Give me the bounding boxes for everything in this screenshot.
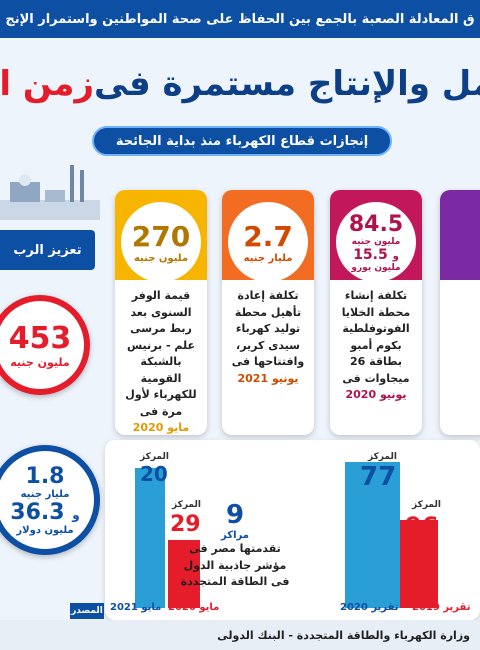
top-banner: ق المعادلة الصعبة بالجمع بين الحفاظ على … bbox=[0, 0, 480, 38]
stat-unit-2: مليون دولار bbox=[16, 525, 74, 536]
source-tag: المصدر bbox=[70, 603, 104, 619]
card-unit: مليار جنيه bbox=[243, 253, 293, 264]
stat-value: 453 bbox=[8, 321, 72, 356]
card-text: تكلفة إعادة تأهيل محطة توليد كهرباء سيدى… bbox=[231, 289, 305, 368]
card-yellow: 270 مليون جنيه قيمة الوفر السنوى بعد ربط… bbox=[115, 190, 207, 435]
stat-joiner: و bbox=[72, 508, 80, 522]
power-plant-illustration bbox=[0, 165, 100, 220]
rank-label: المركز bbox=[412, 500, 441, 510]
card-date: مايو 2020 bbox=[132, 421, 190, 434]
year-label: مايو 2021 bbox=[110, 602, 162, 613]
stat-value-2: و 36.3 bbox=[10, 500, 79, 525]
card-text: تكلفة إنشاء محطة الخلايا الفوتوفلطية بكو… bbox=[341, 289, 411, 385]
year-label: مايو 2020 bbox=[168, 602, 220, 613]
rank-label: المركز bbox=[368, 452, 397, 462]
rank-value-2020: 29 bbox=[170, 512, 201, 537]
stat-value-2-number: 36.3 bbox=[10, 500, 65, 525]
card-date: يونيو 2020 bbox=[345, 388, 407, 401]
source-line: وزارة الكهرباء والطاقة المتجددة - البنك … bbox=[0, 620, 480, 650]
stat-circle-453: 453 مليون جنيه bbox=[0, 295, 90, 395]
mid-label: مراكز bbox=[221, 530, 249, 541]
card-text: قيمة الوفر السنوى بعد ربط مرسى علم - برن… bbox=[125, 289, 197, 418]
stat-circle-1-8: 1.8 مليار جنيه و 36.3 مليون دولار bbox=[0, 445, 100, 555]
rank-label: المركز bbox=[172, 500, 201, 510]
middle-rank-stat: 9 مراكز تقدمتها مصر فى مؤشر جاذبية الدول… bbox=[175, 500, 295, 591]
rank-value-2019-right: 96 bbox=[405, 512, 439, 540]
rank-label: المركز bbox=[140, 452, 169, 462]
bar-2019-right bbox=[400, 520, 438, 608]
card-value-2-number: 15.5 bbox=[353, 246, 388, 263]
bar-2020 bbox=[168, 540, 200, 608]
headline: عمل والإنتاج مستمرة فى زمن ال bbox=[0, 52, 480, 116]
card-date: يونيو 2021 bbox=[237, 371, 299, 385]
card-joiner: و bbox=[392, 250, 399, 262]
card-value: 2.7 bbox=[243, 220, 293, 253]
year-label: تقرير 2020 bbox=[340, 602, 399, 613]
card-unit: مليون جنيه bbox=[351, 236, 401, 247]
mid-value: 9 bbox=[225, 500, 245, 530]
headline-main: عمل والإنتاج مستمرة فى bbox=[94, 64, 480, 104]
stat-unit: مليون جنيه bbox=[10, 356, 70, 369]
mid-text: تقدمتها مصر فى مؤشر جاذبية الدول فى الطا… bbox=[180, 542, 290, 588]
card-value-2: و 15.5 bbox=[353, 247, 399, 263]
headline-accent: زمن ال bbox=[0, 64, 95, 104]
bar-2020-right bbox=[345, 462, 400, 608]
card-magenta: 84.5 مليون جنيه و 15.5 مليون يورو تكلفة … bbox=[330, 190, 422, 435]
card-purple-partial bbox=[440, 190, 480, 435]
rank-value-2021: 20 bbox=[140, 462, 168, 486]
stat-value: 1.8 bbox=[25, 464, 65, 489]
card-unit: مليون جنيه bbox=[133, 253, 189, 264]
card-unit-2: مليون يورو bbox=[351, 262, 401, 273]
card-orange: 2.7 مليار جنيه تكلفة إعادة تأهيل محطة تو… bbox=[222, 190, 314, 435]
bar-2021 bbox=[135, 468, 165, 608]
rank-value-2020-right: 77 bbox=[360, 462, 397, 492]
subtitle-pill: إنجازات قطاع الكهرباء منذ بداية الجائحة bbox=[92, 126, 392, 156]
card-value: 270 bbox=[131, 220, 191, 253]
year-label: تقرير 2019 bbox=[412, 602, 471, 613]
card-value: 84.5 bbox=[348, 211, 404, 237]
left-section-band: تعزيز الرب bbox=[0, 230, 95, 270]
stat-unit: مليار جنيه bbox=[20, 489, 70, 500]
